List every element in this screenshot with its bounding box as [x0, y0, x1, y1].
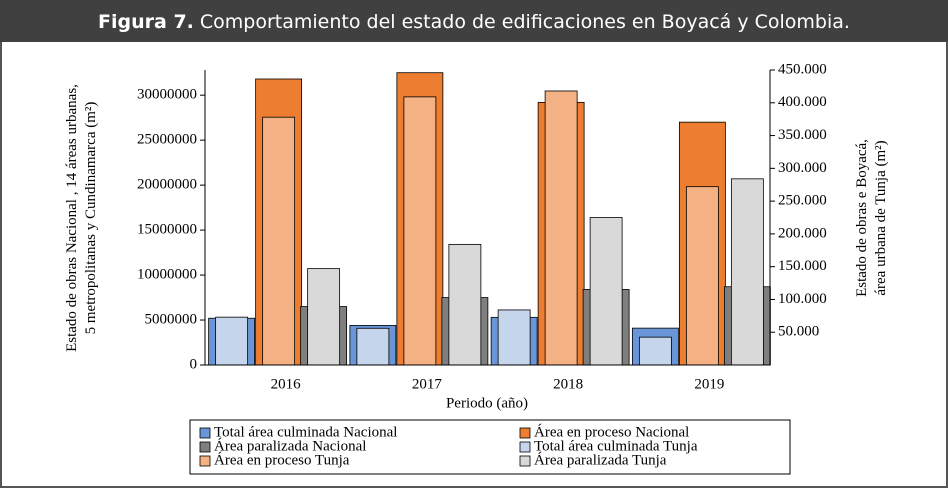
bar	[448, 243, 482, 366]
y2-tick-label: 400.000	[778, 94, 827, 110]
bar	[638, 336, 672, 366]
bar	[589, 217, 623, 366]
header	[0, 0, 948, 42]
legend-label: Total área culminada Nacional	[214, 424, 397, 440]
y2-tick-label: 450.000	[778, 61, 827, 77]
y-tick-label: 10000000	[137, 266, 197, 282]
x-axis-title: Periodo (año)	[446, 395, 528, 411]
y-axis-title-line: 5 metropolitanas y Cundinamarca (m²)	[83, 102, 99, 335]
legend-label: Área en proceso Nacional	[534, 423, 689, 440]
legend-label: Área paralizada Nacional	[214, 437, 366, 454]
legend-swatch	[199, 427, 211, 439]
legend-swatch	[199, 441, 211, 453]
y-tick-label: 25000000	[137, 132, 197, 148]
legend-label: Total área culminada Tunja	[534, 438, 698, 454]
y2-axis-title: Estado de obras e Boyacá, área urbana de …	[854, 139, 889, 297]
bar	[215, 316, 249, 366]
bar	[262, 116, 296, 366]
y2-tick-label: 300.000	[778, 160, 827, 176]
legend-swatch	[199, 455, 211, 467]
legend-swatch	[519, 441, 531, 453]
x-tick-label: 2016	[271, 376, 302, 392]
x-tick-label: 2019	[694, 376, 724, 392]
y2-tick-label: 350.000	[778, 127, 827, 143]
legend-label: Área paralizada Tunja	[534, 451, 667, 468]
bar	[544, 90, 578, 366]
y-tick-label: 0	[190, 356, 198, 372]
x-tick-label: 2017	[412, 376, 443, 392]
legend-swatch	[519, 455, 531, 467]
y2-tick-label: 200.000	[778, 225, 827, 241]
bar	[497, 309, 531, 366]
y2-tick-label: 250.000	[778, 193, 827, 209]
chart-title: Figura 7. Comportamiento del estado de ed…	[98, 11, 850, 33]
title-text: Comportamiento del estado de edificacion…	[200, 11, 850, 33]
legend-swatch	[519, 427, 531, 439]
y-tick-label: 15000000	[137, 222, 197, 238]
y-axis-title-line: Estado de obras Nacional , 14 áreas urba…	[64, 84, 80, 352]
y-axis-title: Estado de obras Nacional , 14 áreas urba…	[64, 84, 99, 352]
legend	[189, 419, 791, 475]
bar	[685, 186, 719, 366]
bar	[730, 178, 764, 366]
bar	[403, 96, 437, 366]
y2-axis-title-line: Estado de obras e Boyacá,	[854, 139, 870, 297]
title-label: Figura 7.	[98, 11, 194, 33]
bar	[307, 268, 341, 366]
y-tick-label: 30000000	[137, 87, 197, 103]
y-tick-label: 5000000	[145, 311, 198, 327]
y2-axis-title-line: área urbana de Tunja (m²)	[873, 140, 889, 295]
y-tick-label: 20000000	[137, 177, 197, 193]
y2-tick-label: 150.000	[778, 258, 827, 274]
bar	[356, 327, 390, 366]
x-tick-label: 2018	[553, 376, 583, 392]
legend-label: Área en proceso Tunja	[214, 451, 350, 468]
y2-tick-label: 100.000	[778, 291, 827, 307]
y2-tick-label: 50.000	[778, 324, 819, 340]
